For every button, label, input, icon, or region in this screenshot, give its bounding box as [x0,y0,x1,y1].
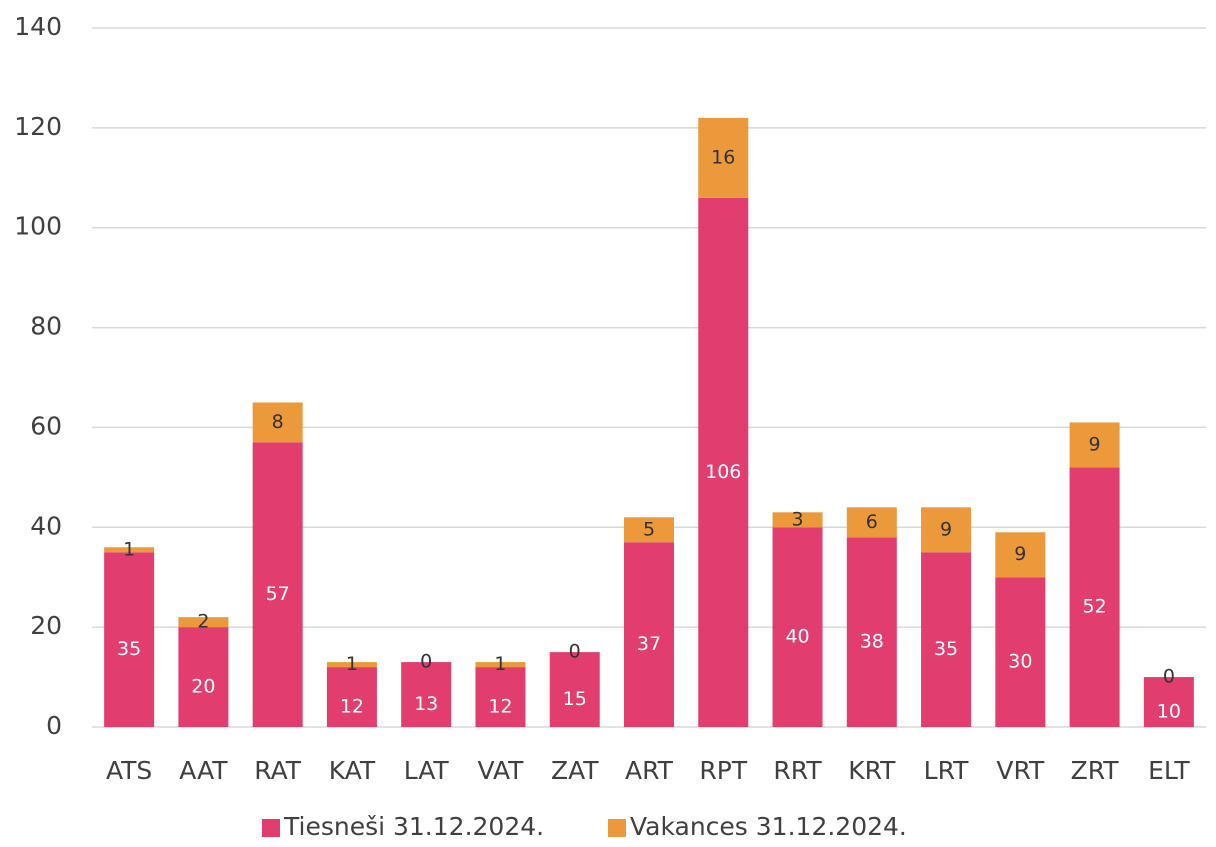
data-label: 40 [785,626,809,648]
x-tick-label: ATS [106,756,152,785]
bar-segment [846,507,897,538]
y-tick-label: 120 [14,112,62,141]
bar-segment [772,512,823,528]
data-label: 0 [569,641,581,663]
data-label: 12 [340,696,364,718]
data-label: 10 [1157,701,1181,723]
x-tick-label: ZRT [1071,756,1120,785]
data-label: 2 [197,611,209,633]
data-label: 12 [488,696,512,718]
x-tick-label: RRT [773,756,822,785]
data-label: 1 [123,538,135,560]
data-label: 8 [272,411,284,433]
bar-segment [326,667,377,727]
x-tick-label: VAT [477,756,524,785]
y-tick-label: 20 [30,611,62,640]
bar-segment [475,662,526,668]
y-tick-label: 0 [46,711,62,740]
data-label: 6 [866,511,878,533]
x-tick-label: KRT [848,756,896,785]
x-tick-label: AAT [179,756,228,785]
data-label: 15 [563,688,587,710]
data-label: 37 [637,633,661,655]
y-tick-label: 80 [30,312,62,341]
data-label: 3 [791,508,803,530]
y-tick-label: 100 [14,212,62,241]
x-tick-label: VRT [996,756,1045,785]
data-label: 30 [1008,651,1032,673]
data-label: 0 [420,651,432,673]
data-label: 9 [1014,543,1026,565]
legend-label: Vakances 31.12.2024. [630,812,907,841]
legend-label: Tiesneši 31.12.2024. [283,812,544,841]
x-tick-label: RAT [254,756,302,785]
bar-segment [1069,422,1120,468]
data-label: 9 [940,518,952,540]
bar-segment [698,197,749,727]
data-label: 20 [191,676,215,698]
bar-segment [549,652,600,727]
bar-segment [1143,677,1194,727]
bar-segment [921,552,972,727]
legend-swatch [262,819,280,837]
data-label: 0 [1163,666,1175,688]
bar-segment [995,532,1046,578]
y-tick-label: 60 [30,411,62,440]
x-tick-label: LAT [404,756,450,785]
x-tick-label: RPT [699,756,747,785]
bar-segment [772,527,823,727]
bar-segment [624,517,674,543]
y-tick-label: 40 [30,511,62,540]
data-label: 35 [117,638,141,660]
x-tick-label: ART [625,756,674,785]
data-label: 57 [266,583,290,605]
bar-segment [846,537,897,727]
bar-segment [252,442,303,727]
bar-segment [104,552,155,727]
bar-segment [624,542,674,727]
x-tick-label: LRT [924,756,969,785]
legend-swatch [608,819,626,837]
y-tick-label: 140 [14,12,62,41]
data-label: 106 [705,461,741,483]
x-tick-label: ZAT [551,756,599,785]
data-label: 5 [643,518,655,540]
bar-segment [178,617,229,628]
bar-segment [104,547,155,553]
bar-segment [401,662,452,727]
data-label: 13 [414,693,438,715]
data-label: 1 [346,653,358,675]
data-label: 16 [711,146,735,168]
data-label: 35 [934,638,958,660]
x-tick-label: KAT [329,756,376,785]
data-label: 52 [1083,596,1107,618]
data-label: 9 [1089,433,1101,455]
bar-segment [252,402,303,443]
x-tick-label: ELT [1148,756,1190,785]
bar-segment [178,627,229,727]
data-label: 1 [494,653,506,675]
bar-segment [698,117,749,198]
bar-segment [475,667,526,727]
bar-segment [326,662,377,668]
bar-segment [1069,467,1120,727]
data-label: 38 [860,631,884,653]
bar-segment [995,577,1046,727]
bar-segment [921,507,972,553]
